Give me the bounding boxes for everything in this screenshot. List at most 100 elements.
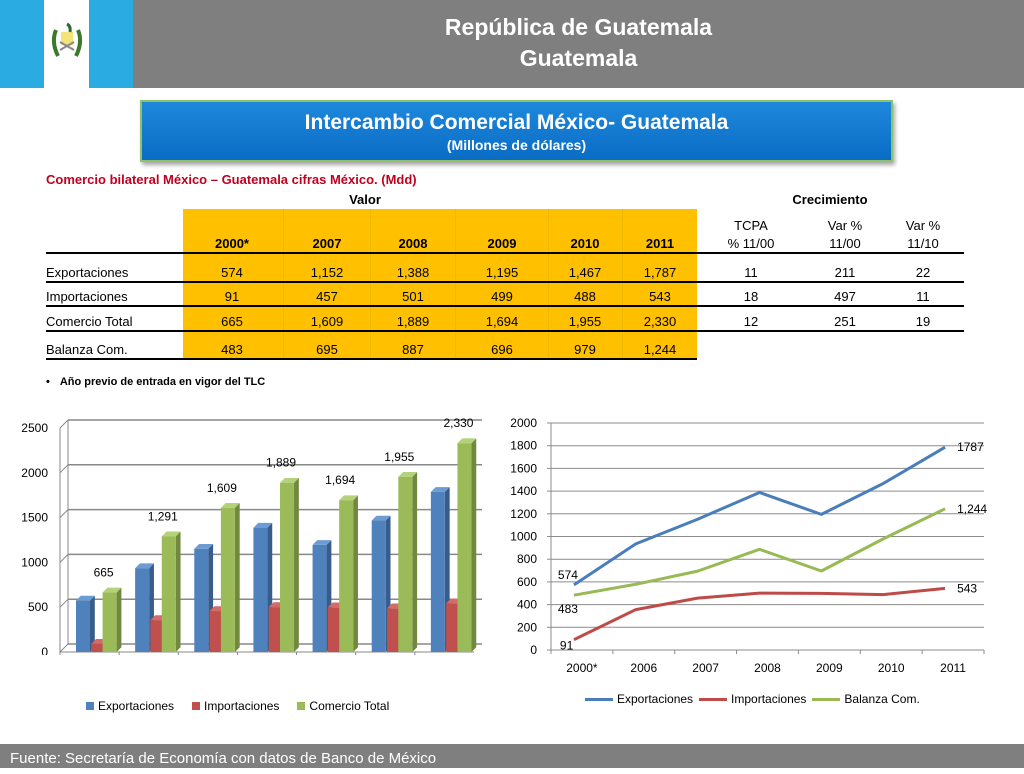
- bar-comercio-total: [339, 500, 354, 652]
- bar-exportaciones: [194, 548, 209, 652]
- bar-importaciones: [209, 611, 224, 652]
- table-cell: 1,467: [568, 265, 602, 280]
- table-cell: 887: [402, 342, 424, 357]
- bar-top: [398, 472, 418, 477]
- flag-stripe-right: [89, 0, 133, 88]
- legend-item-comercio-total: Comercio Total: [297, 699, 389, 713]
- y-tick-label: 1800: [510, 439, 537, 453]
- data-label-last: 1,244: [957, 502, 987, 516]
- table-cell: 499: [491, 289, 513, 304]
- legend-label: Importaciones: [731, 692, 807, 706]
- growth-cell: 22: [915, 265, 931, 280]
- legend-item-exportaciones: Exportaciones: [86, 699, 174, 713]
- line-exportaciones: [573, 445, 946, 587]
- data-label: 1,609: [207, 481, 237, 495]
- legend-label: Exportaciones: [617, 692, 694, 706]
- column-divider: [370, 209, 371, 359]
- y-tick-label: 1600: [510, 461, 537, 475]
- data-label-last: 1787: [957, 440, 984, 454]
- footer-source: Fuente: Secretaría de Economía con datos…: [0, 744, 1024, 768]
- table-cell: 483: [221, 342, 243, 357]
- bar-comercio-total: [220, 507, 235, 652]
- bar-top: [280, 477, 299, 483]
- bar-side: [412, 472, 418, 652]
- table-cell: 1,787: [643, 265, 677, 280]
- growth-header-line1: Var %: [827, 218, 863, 233]
- table-cell: 979: [574, 342, 596, 357]
- bar-top: [253, 522, 273, 528]
- growth-cell: 211: [834, 265, 856, 280]
- table-cell: 1,609: [310, 314, 344, 329]
- legend-line: [812, 697, 841, 701]
- table-cell: 1,694: [485, 314, 519, 329]
- table-cell: 1,889: [396, 314, 430, 329]
- line-importaciones: [573, 586, 946, 642]
- y-tick-label: 0: [530, 643, 537, 657]
- growth-header-line2: % 11/00: [727, 236, 775, 251]
- legend-label: Exportaciones: [98, 699, 175, 713]
- table-cell: 457: [316, 289, 338, 304]
- bar-top: [371, 515, 391, 521]
- bar-top: [312, 540, 332, 545]
- growth-cell: 19: [915, 314, 931, 329]
- table-cell: 1,195: [485, 265, 519, 280]
- line-balanza-com-: [573, 507, 946, 597]
- table-cell: 501: [402, 289, 424, 304]
- gridline-depth: [59, 509, 69, 518]
- legend-item-balanza: Balanza Com.: [812, 692, 920, 706]
- bar-top: [457, 438, 477, 444]
- row-label: Exportaciones: [46, 265, 129, 280]
- data-label-first: 483: [558, 602, 578, 616]
- growth-cell: 18: [743, 289, 759, 304]
- page-header: República de Guatemala Guatemala: [133, 12, 1024, 74]
- bar-comercio-total: [102, 592, 117, 652]
- row-rule: [46, 358, 697, 360]
- table-cell: 665: [221, 314, 243, 329]
- x-tick-label: 2008: [754, 661, 781, 675]
- data-label: 665: [94, 565, 114, 579]
- row-label: Balanza Com.: [46, 342, 128, 357]
- legend-label: Importaciones: [204, 699, 280, 713]
- row-rule: [46, 330, 964, 332]
- table-cell: 1,152: [310, 265, 344, 280]
- column-divider: [283, 209, 284, 359]
- growth-cell: 497: [834, 289, 856, 304]
- bar-exportaciones: [312, 544, 327, 652]
- table-cell: 2,330: [643, 314, 677, 329]
- bar-importaciones: [387, 608, 402, 652]
- legend-item-importaciones: Importaciones: [192, 699, 279, 713]
- table-cell: 91: [224, 289, 240, 304]
- bar-exportaciones: [371, 520, 386, 652]
- column-divider: [455, 209, 456, 359]
- growth-header-line1: TCPA: [734, 218, 768, 233]
- gridline-depth: [59, 554, 69, 563]
- y-tick-label: 600: [517, 575, 537, 589]
- bar-side: [234, 503, 240, 652]
- table-cell: 574: [221, 265, 243, 280]
- table-cell: 696: [491, 342, 513, 357]
- bar-exportaciones: [430, 491, 445, 652]
- table-cell: 1,244: [643, 342, 677, 357]
- row-label: Importaciones: [46, 289, 128, 304]
- bar-side: [353, 495, 358, 652]
- data-label: 1,955: [384, 450, 414, 464]
- table-cell: 543: [649, 289, 671, 304]
- y-tick-label: 1500: [21, 511, 48, 525]
- growth-header-line1: Var %: [905, 218, 941, 233]
- data-label-last: 543: [957, 581, 977, 595]
- bar-top: [135, 563, 154, 569]
- header-rule: [46, 252, 964, 254]
- table-title: Comercio bilateral México – Guatemala ci…: [46, 172, 417, 187]
- bar-top: [161, 531, 181, 537]
- bar-top: [220, 503, 240, 508]
- legend-item-importaciones: Importaciones: [699, 692, 806, 706]
- x-tick-label: 2010: [878, 661, 905, 675]
- y-tick-label: 1200: [510, 507, 537, 521]
- bar-side: [90, 595, 95, 652]
- x-tick-label: 2011: [940, 661, 966, 675]
- bar-side: [116, 587, 122, 652]
- y-tick-label: 2500: [21, 421, 48, 435]
- bar-side: [294, 477, 299, 652]
- line-chart: 0 200 400 600 800 1000 1200 1400 1600 1800 2000 200…: [510, 416, 987, 675]
- legend-swatch: [297, 702, 306, 710]
